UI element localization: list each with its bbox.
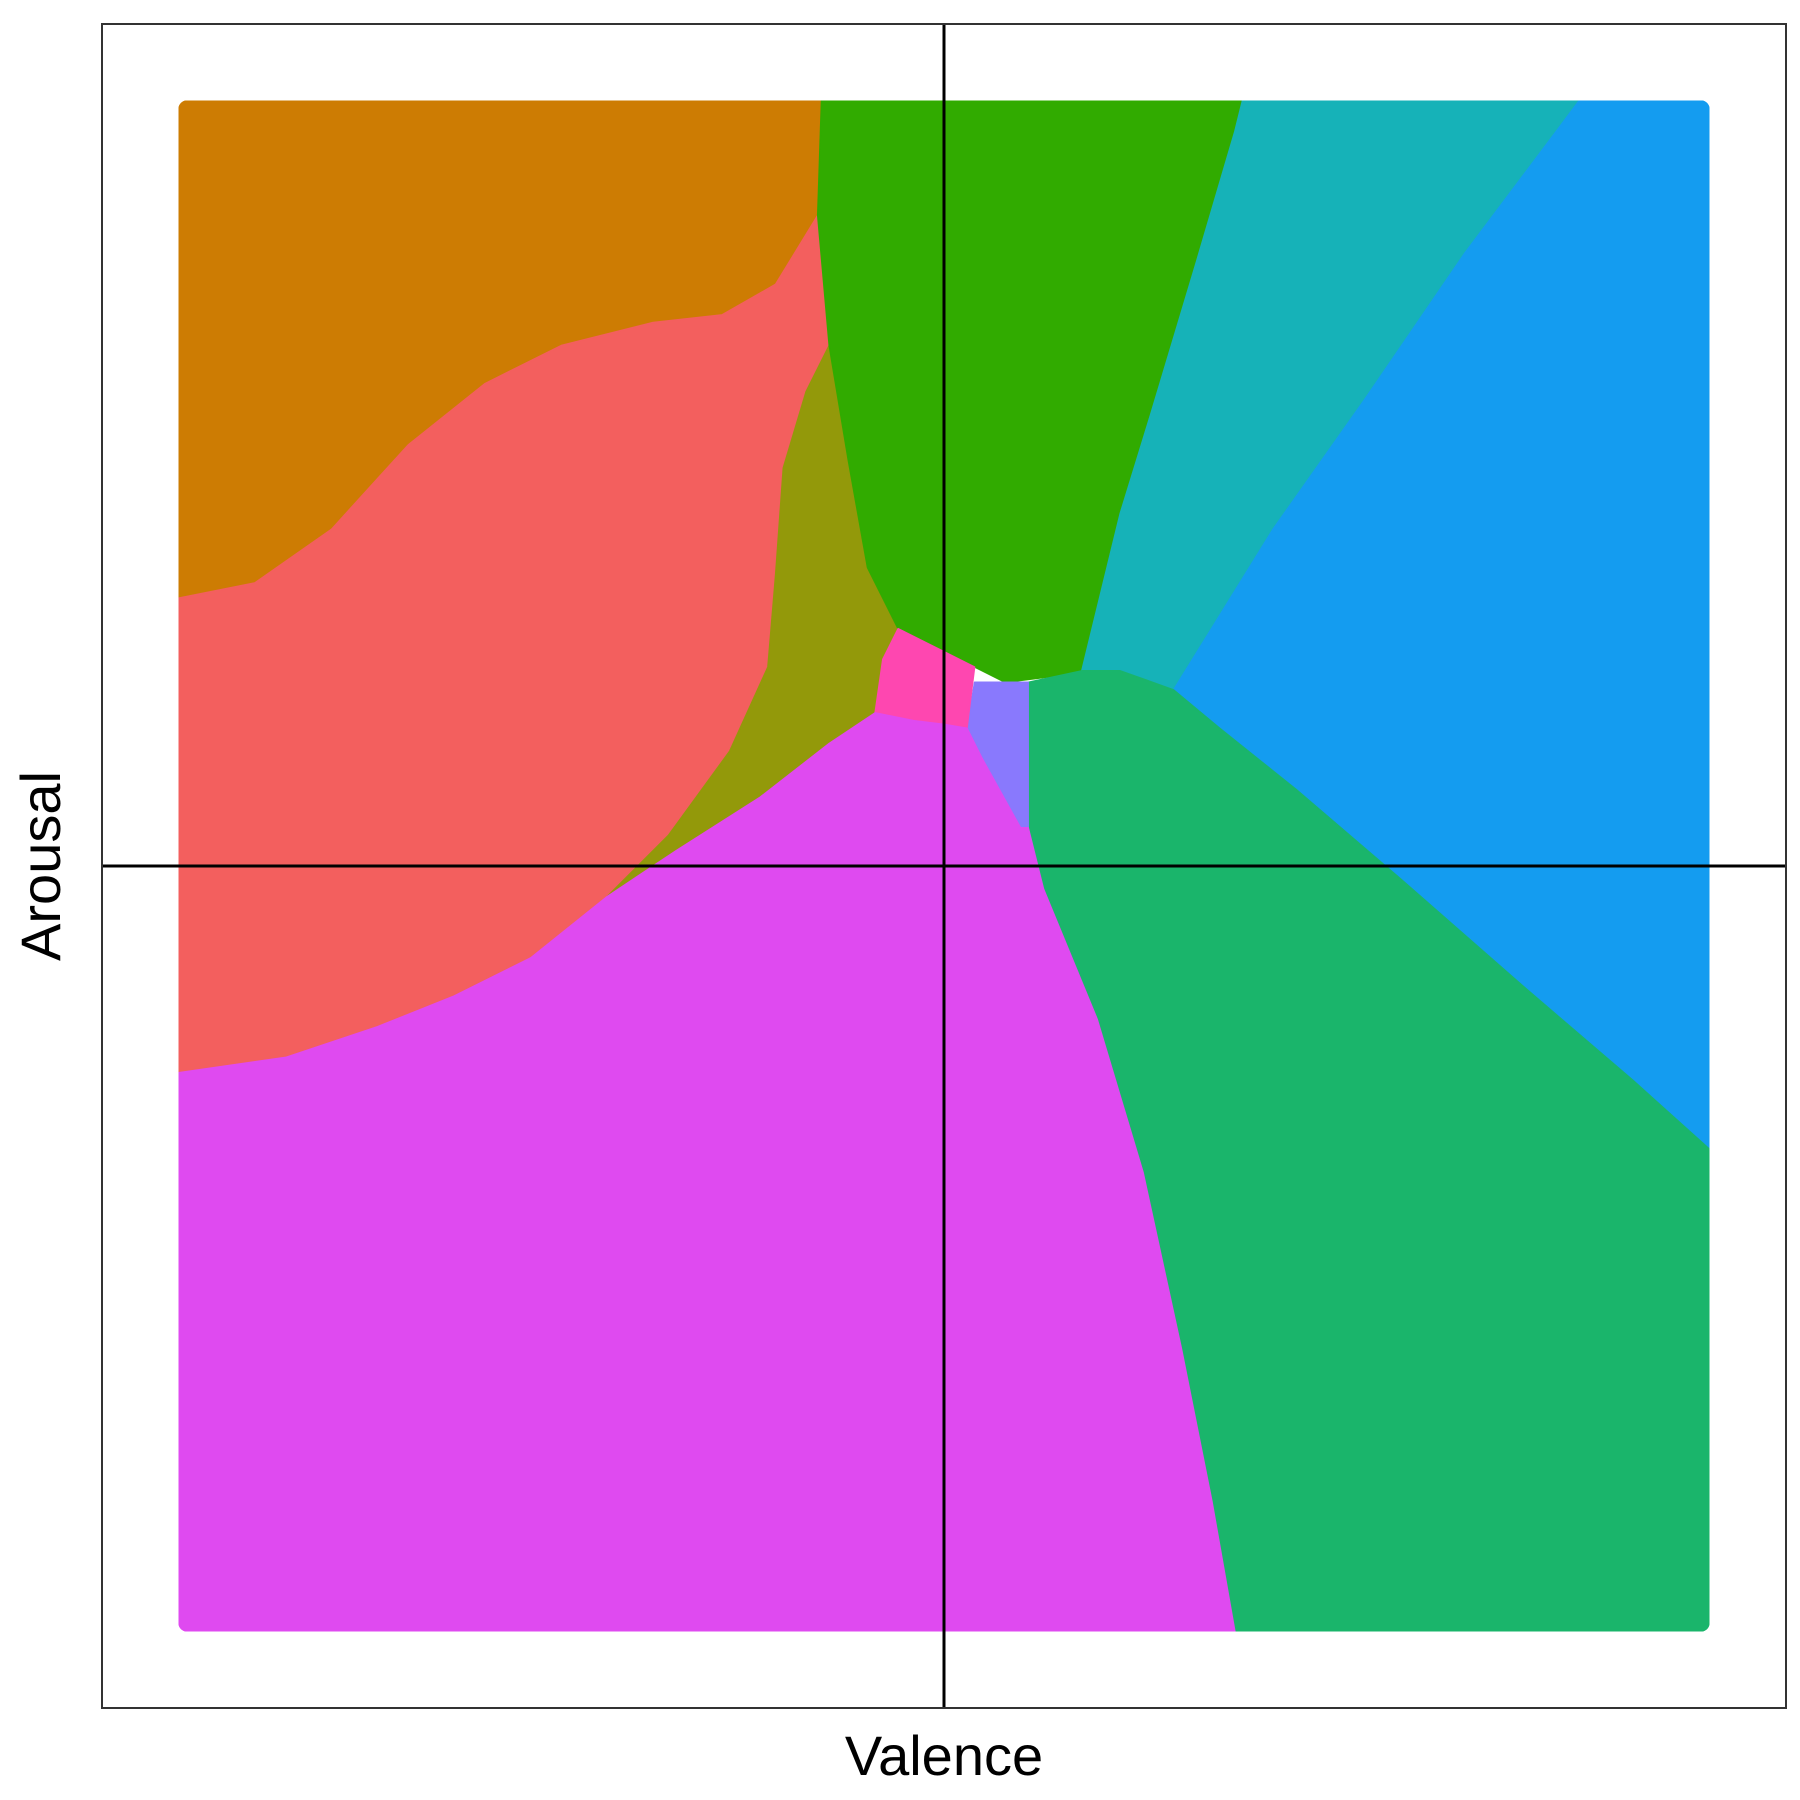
region-10 <box>178 712 1236 1632</box>
y-axis-title: Arousal <box>9 771 72 961</box>
regions-layer <box>178 100 1710 1632</box>
x-axis-title: Valence <box>845 1724 1043 1787</box>
plot-border <box>101 23 1787 1709</box>
